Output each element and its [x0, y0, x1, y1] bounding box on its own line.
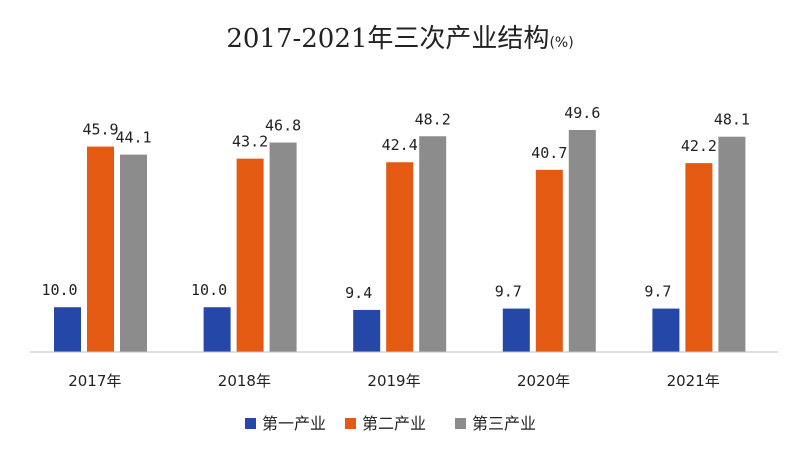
bar-2-3: [386, 162, 414, 352]
legend-swatch-2: [345, 418, 356, 429]
data-label-1-2: 10.0: [191, 281, 227, 299]
x-tick-label-3: 2019年: [367, 372, 420, 390]
data-label-1-5: 9.7: [644, 283, 671, 301]
bar-2-4: [535, 169, 563, 352]
bar-2-5: [685, 163, 713, 352]
x-tick-label-2: 2018年: [218, 372, 271, 390]
bar-1-3: [353, 309, 381, 352]
bar-2-1: [87, 146, 114, 352]
data-label-1-4: 9.7: [495, 283, 522, 301]
plot-area: 10.0 45.944.1 10.0 43.246.8 9.4 42.4 48.2 9.7 40…: [41, 104, 750, 352]
data-label-3-1: 44.1: [115, 129, 151, 147]
data-label-3-3: 48.2: [415, 110, 451, 128]
bar-3-4: [568, 130, 596, 352]
data-label-3-2: 46.8: [265, 117, 301, 135]
legend-label-2: 第二产业: [362, 414, 426, 433]
bar-2-2: [236, 158, 264, 352]
data-label-1-3: 9.4: [345, 284, 372, 302]
x-tick-label-4: 2020年: [517, 372, 570, 390]
bar-3-1: [120, 154, 147, 352]
bar-3-5: [718, 136, 746, 352]
chart-title: 2017-2021年三次产业结构(%): [226, 24, 573, 54]
bar-1-1: [54, 307, 81, 352]
data-label-3-4: 49.6: [564, 104, 600, 122]
data-label-2-4: 40.7: [531, 144, 567, 162]
data-label-2-5: 42.2: [681, 137, 717, 155]
data-label-2-1: 45.9: [82, 121, 118, 139]
bar-3-3: [419, 136, 447, 352]
x-tick-label-5: 2021年: [667, 372, 720, 390]
legend-swatch-3: [455, 418, 466, 429]
x-tick-label-1: 2017年: [68, 372, 121, 390]
data-label-2-3: 42.4: [382, 136, 418, 154]
data-label-2-2: 43.2: [232, 133, 268, 151]
bar-1-2: [203, 307, 231, 352]
legend-label-3: 第三产业: [472, 414, 536, 433]
bar-3-2: [269, 142, 297, 352]
chart-title-unit: (%): [549, 35, 573, 51]
data-label-3-5: 48.1: [714, 111, 750, 129]
x-axis-ticks: 2017年 2018年 2019年 2020年 2021年: [68, 372, 720, 390]
bar-1-4: [502, 308, 530, 352]
legend-label-1: 第一产业: [262, 414, 326, 433]
bar-1-5: [652, 308, 680, 352]
legend: 第一产业 第二产业 第三产业: [245, 414, 536, 433]
chart-title-text: 2017-2021年三次产业结构: [226, 24, 549, 54]
data-label-1-1: 10.0: [41, 281, 77, 299]
legend-swatch-1: [245, 418, 256, 429]
